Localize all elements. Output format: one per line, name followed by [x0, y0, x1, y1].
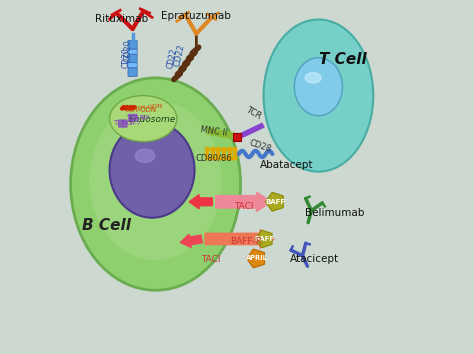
- Text: Belimumab: Belimumab: [305, 208, 364, 218]
- Text: T Cell: T Cell: [319, 52, 367, 67]
- Text: CD22: CD22: [166, 47, 179, 69]
- Ellipse shape: [109, 96, 177, 142]
- FancyBboxPatch shape: [123, 120, 127, 127]
- FancyBboxPatch shape: [128, 114, 133, 121]
- Text: B Cell: B Cell: [82, 218, 130, 233]
- Ellipse shape: [294, 58, 343, 116]
- FancyBboxPatch shape: [119, 120, 123, 127]
- Text: APRIL: APRIL: [246, 256, 267, 261]
- Text: BAFF-R: BAFF-R: [230, 237, 262, 246]
- Text: BAFF: BAFF: [265, 199, 285, 205]
- Ellipse shape: [264, 19, 374, 172]
- Text: CD28: CD28: [248, 138, 273, 154]
- Ellipse shape: [89, 101, 222, 260]
- Ellipse shape: [305, 73, 321, 83]
- Text: INH-ODN: INH-ODN: [126, 108, 157, 113]
- FancyBboxPatch shape: [128, 40, 137, 49]
- Text: CD20: CD20: [122, 47, 131, 68]
- FancyBboxPatch shape: [128, 55, 137, 62]
- Text: CD80/86: CD80/86: [196, 153, 232, 162]
- FancyBboxPatch shape: [133, 114, 137, 121]
- Bar: [234, 133, 241, 141]
- Text: INH-ODN: INH-ODN: [134, 104, 162, 112]
- FancyArrow shape: [216, 192, 271, 212]
- FancyArrow shape: [189, 195, 212, 209]
- Text: TLR-7: TLR-7: [113, 120, 133, 126]
- Text: BAFF: BAFF: [255, 236, 274, 242]
- FancyBboxPatch shape: [128, 49, 137, 54]
- Text: TLR-9: TLR-9: [133, 115, 151, 120]
- Text: TACI: TACI: [234, 201, 254, 211]
- Ellipse shape: [71, 78, 240, 290]
- Text: TLR-7: TLR-7: [124, 121, 141, 126]
- Ellipse shape: [135, 149, 155, 162]
- FancyBboxPatch shape: [128, 68, 137, 76]
- Text: Abatacept: Abatacept: [260, 160, 313, 170]
- Text: Endosome: Endosome: [128, 115, 176, 124]
- Text: TCR: TCR: [245, 105, 263, 121]
- FancyArrow shape: [181, 234, 202, 247]
- Text: TLR-9: TLR-9: [126, 115, 146, 120]
- Text: Epratuzumab: Epratuzumab: [161, 11, 231, 21]
- Text: Atacicept: Atacicept: [290, 254, 339, 264]
- Text: Rituximab: Rituximab: [95, 15, 148, 24]
- Text: CD22: CD22: [173, 43, 186, 67]
- Text: MNC II: MNC II: [200, 125, 228, 138]
- Text: TACI: TACI: [201, 255, 220, 264]
- FancyArrow shape: [205, 230, 274, 248]
- FancyBboxPatch shape: [128, 63, 137, 68]
- Ellipse shape: [109, 122, 194, 218]
- Text: CD20: CD20: [123, 40, 132, 62]
